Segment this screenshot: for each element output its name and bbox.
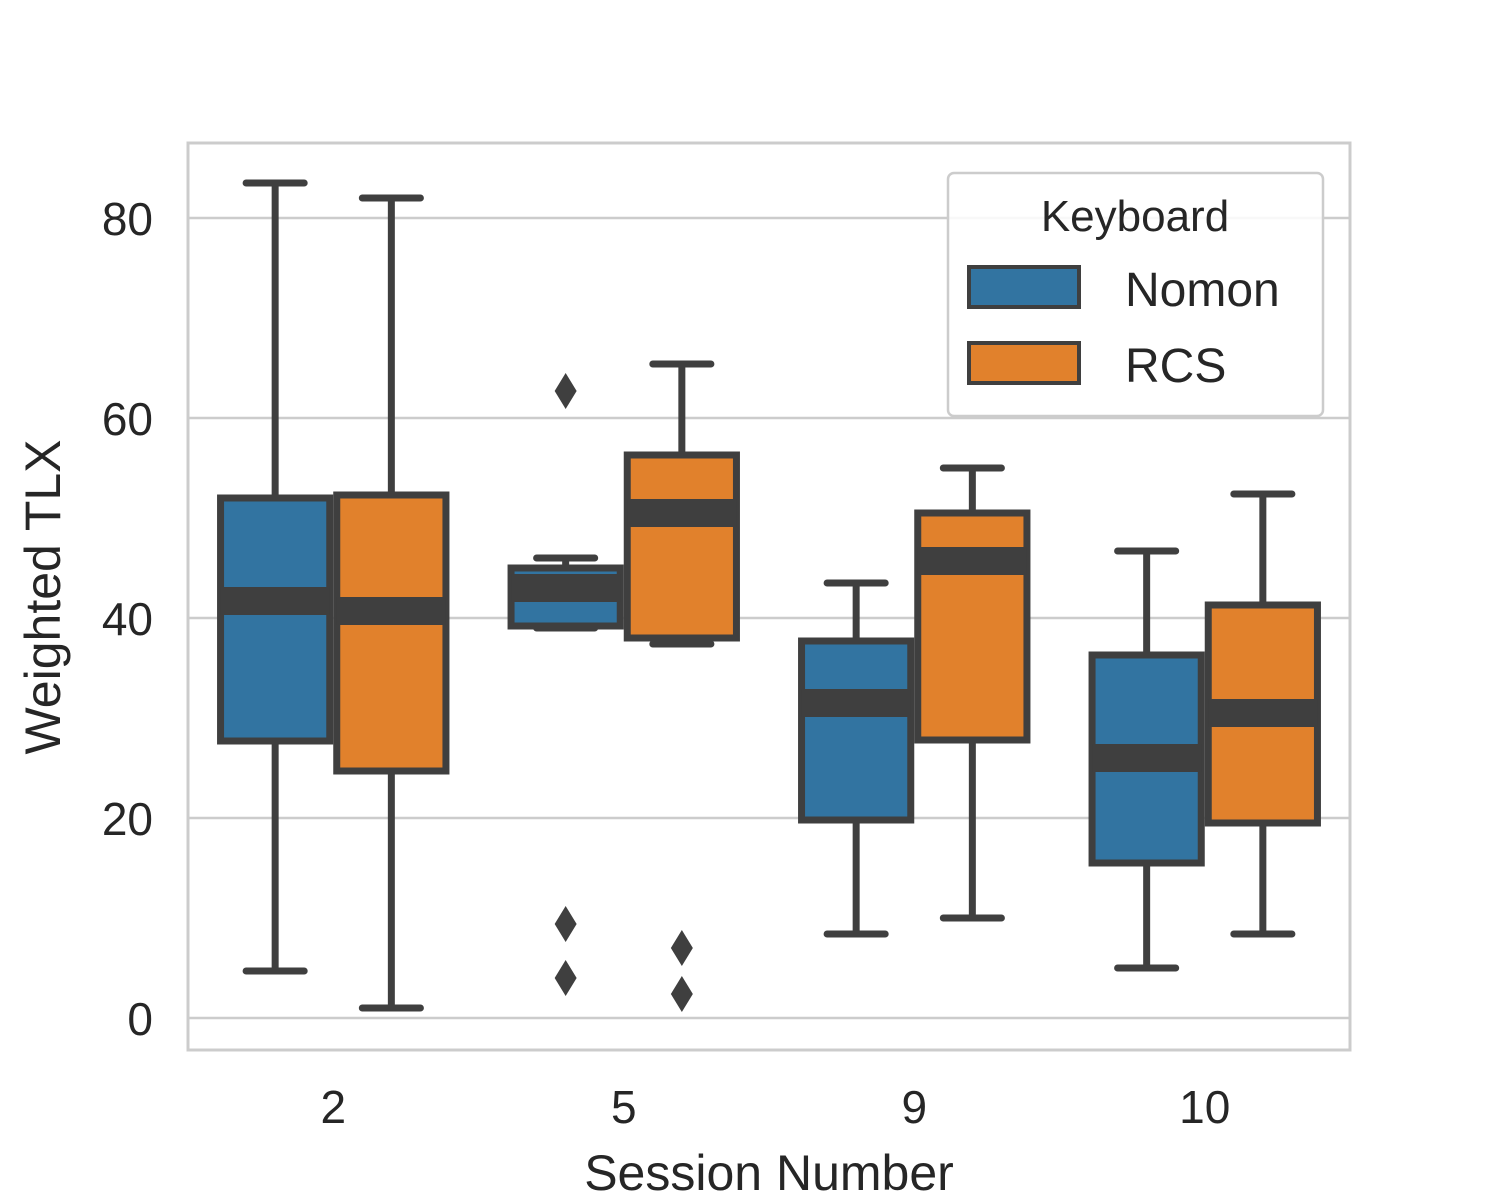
x-tick-labels: 2 5 9 10 bbox=[320, 1081, 1230, 1133]
legend-label-nomon: Nomon bbox=[1125, 264, 1280, 317]
box-iqr bbox=[333, 491, 450, 775]
box-groups bbox=[217, 179, 1321, 1012]
plot-frame bbox=[186, 141, 1352, 1052]
box-group-rcs-2 bbox=[333, 194, 450, 1012]
box-iqr bbox=[798, 637, 915, 824]
box-group-nomon-2 bbox=[217, 179, 334, 975]
outlier-marker bbox=[670, 930, 693, 966]
box-group-nomon-10 bbox=[1088, 547, 1205, 972]
box-group-nomon-5 bbox=[507, 373, 624, 996]
outlier-marker bbox=[554, 906, 577, 942]
x-tick-label-5: 5 bbox=[611, 1081, 637, 1133]
box-iqr bbox=[217, 494, 334, 745]
outlier-marker bbox=[670, 976, 693, 1012]
legend-label-rcs: RCS bbox=[1125, 340, 1226, 393]
y-tick-label-60: 60 bbox=[102, 393, 153, 445]
y-tick-label-20: 20 bbox=[102, 793, 153, 845]
box-group-rcs-10 bbox=[1204, 490, 1321, 938]
y-axis-label: Weighted TLX bbox=[15, 439, 71, 754]
x-tick-label-9: 9 bbox=[901, 1081, 927, 1133]
y-tick-labels: 0 20 40 60 80 bbox=[102, 193, 153, 1045]
y-tick-label-0: 0 bbox=[127, 993, 153, 1045]
outlier-marker bbox=[554, 960, 577, 996]
legend: Keyboard Nomon RCS bbox=[946, 171, 1325, 418]
y-tick-label-40: 40 bbox=[102, 593, 153, 645]
legend-swatch-nomon bbox=[967, 265, 1081, 309]
box-group-rcs-5 bbox=[623, 360, 740, 1012]
x-tick-label-10: 10 bbox=[1179, 1081, 1230, 1133]
y-tick-label-80: 80 bbox=[102, 193, 153, 245]
box-group-nomon-9 bbox=[798, 579, 915, 938]
x-axis-label: Session Number bbox=[584, 1145, 954, 1200]
box-group-rcs-9 bbox=[914, 464, 1031, 922]
legend-swatch-rcs bbox=[967, 341, 1081, 385]
x-tick-label-2: 2 bbox=[320, 1081, 346, 1133]
outlier-marker bbox=[554, 373, 577, 409]
box-iqr bbox=[623, 451, 740, 642]
legend-title: Keyboard bbox=[1041, 192, 1229, 241]
